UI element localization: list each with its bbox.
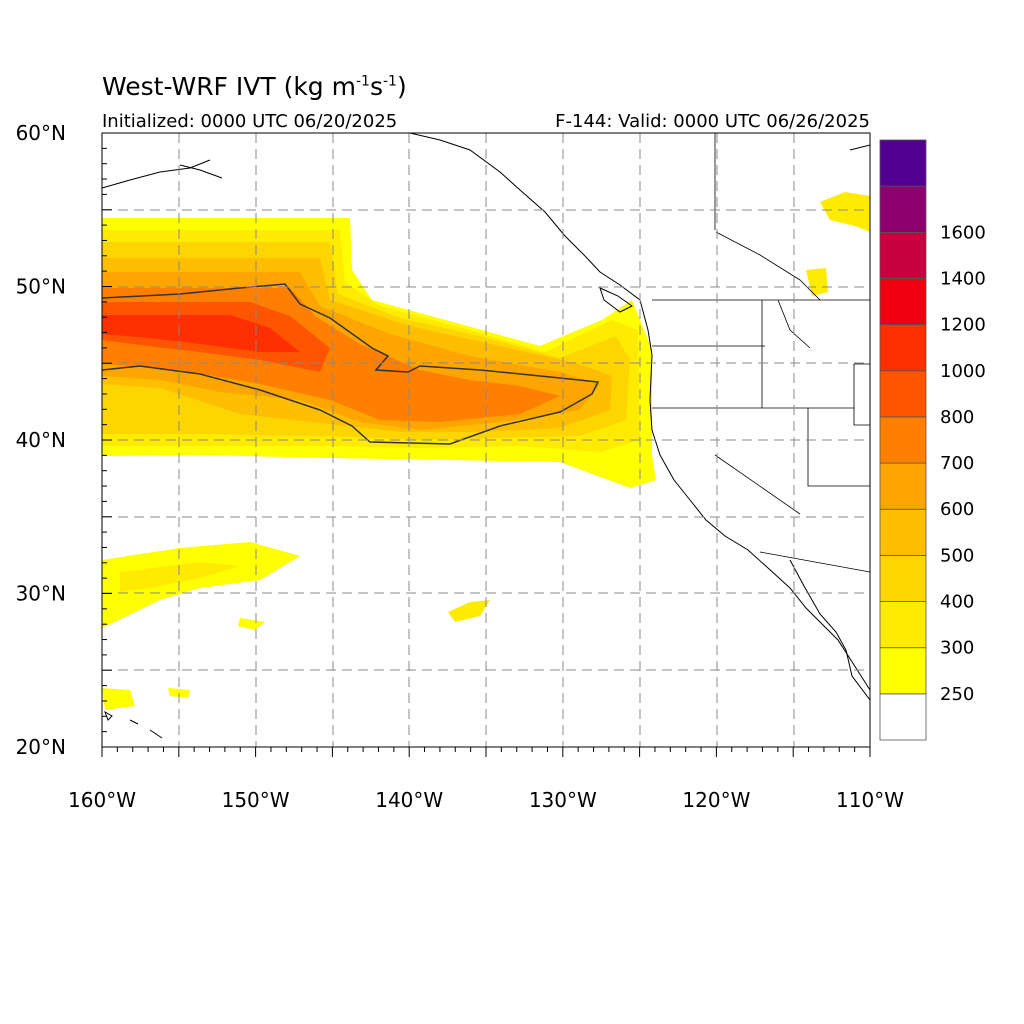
latitude-labels: 60°N 50°N 40°N 30°N 20°N <box>16 121 66 759</box>
graticule <box>102 133 870 747</box>
coastlines <box>102 133 870 739</box>
colorbar-label: 1000 <box>940 361 986 382</box>
lon-label: 130°W <box>529 788 597 812</box>
colorbar-swatch <box>879 185 927 233</box>
colorbar-label: 500 <box>940 545 974 566</box>
colorbar-swatch <box>879 462 927 510</box>
colorbar-swatch <box>879 508 927 556</box>
colorbar-swatch <box>879 231 927 279</box>
lat-label: 50°N <box>16 275 66 299</box>
initialization-time: Initialized: 0000 UTC 06/20/2025 <box>102 111 398 132</box>
lat-label: 40°N <box>16 428 66 452</box>
colorbar-label: 1600 <box>940 222 986 243</box>
lat-label: 30°N <box>16 582 66 606</box>
lon-label: 140°W <box>375 788 443 812</box>
colorbar-label: 1200 <box>940 315 986 336</box>
colorbar-swatch <box>879 601 927 649</box>
colorbar-swatch <box>879 416 927 464</box>
colorbar-swatch <box>879 693 927 741</box>
map-title: West-WRF IVT (kg m-1s-1) <box>102 72 407 101</box>
axis-ticks <box>101 132 871 757</box>
lat-label: 20°N <box>16 735 66 759</box>
colorbar-swatch <box>879 370 927 418</box>
ivt-contour-line <box>102 283 600 445</box>
colorbar: 250 300 400 500 600 700 800 1000 1200 1400 1600 <box>879 139 986 741</box>
colorbar-label: 400 <box>940 592 974 613</box>
valid-time: F-144: Valid: 0000 UTC 06/26/2025 <box>555 111 870 132</box>
lon-label: 120°W <box>682 788 750 812</box>
lon-label: 110°W <box>836 788 904 812</box>
longitude-labels: 160°W 150°W 140°W 130°W 120°W 110°W <box>68 788 904 812</box>
political-borders <box>652 133 870 573</box>
colorbar-swatch <box>879 647 927 695</box>
colorbar-swatch <box>879 278 927 326</box>
ivt-shading <box>102 192 870 710</box>
lon-label: 150°W <box>222 788 290 812</box>
colorbar-label: 300 <box>940 638 974 659</box>
colorbar-label: 600 <box>940 499 974 520</box>
colorbar-label: 700 <box>940 453 974 474</box>
colorbar-label: 250 <box>940 684 974 705</box>
colorbar-swatch <box>879 324 927 372</box>
colorbar-swatch <box>879 554 927 602</box>
colorbar-label: 800 <box>940 407 974 428</box>
colorbar-label: 1400 <box>940 268 986 289</box>
lat-label: 60°N <box>16 121 66 145</box>
colorbar-swatch <box>879 139 927 187</box>
lon-label: 160°W <box>68 788 136 812</box>
